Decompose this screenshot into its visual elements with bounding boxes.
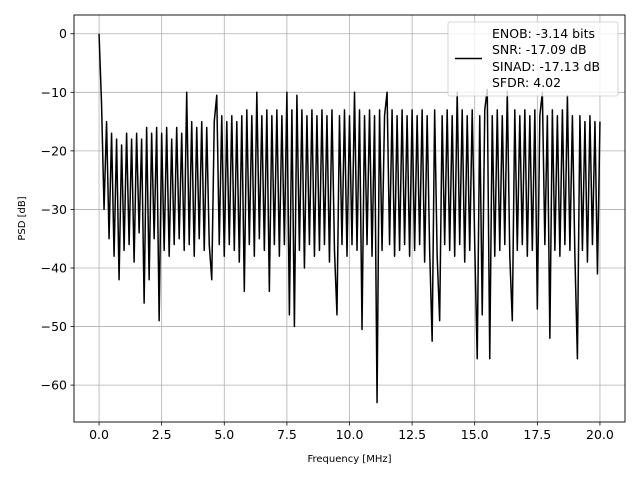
y-tick-label: −10 [41, 85, 67, 100]
x-tick-label: 0.0 [89, 427, 109, 442]
y-tick-label: 0 [59, 26, 67, 41]
x-tick-label: 2.5 [152, 427, 172, 442]
x-tick-label: 10.0 [336, 427, 364, 442]
x-tick-label: 20.0 [586, 427, 614, 442]
legend: ENOB: -3.14 bits SNR: -17.09 dB SINAD: -… [447, 21, 619, 97]
psd-series-line [98, 33, 601, 404]
legend-snr: SNR: -17.09 dB [492, 42, 587, 57]
y-tick-label: −40 [41, 260, 67, 275]
y-tick-label: −50 [41, 319, 67, 334]
plot-area [98, 33, 601, 404]
x-axis-label: Frequency [MHz] [307, 454, 391, 465]
x-tick-label: 17.5 [523, 427, 551, 442]
y-axis-label: PSD [dB] [17, 196, 28, 240]
legend-sfdr: SFDR: 4.02 [492, 75, 561, 90]
x-tick-label: 12.5 [398, 427, 426, 442]
y-tick-label: −60 [41, 378, 67, 393]
legend-box [447, 21, 619, 97]
x-tick-label: 5.0 [214, 427, 234, 442]
legend-enob: ENOB: -3.14 bits [492, 26, 595, 41]
ticks: 0.0 2.5 5.0 7.5 10.0 12.5 15.0 17.5 20.0 0 −10 −20 −… [41, 26, 614, 442]
y-tick-label: −30 [41, 202, 67, 217]
y-tick-label: −20 [41, 143, 67, 158]
x-tick-label: 7.5 [277, 427, 297, 442]
x-tick-label: 15.0 [461, 427, 489, 442]
legend-sinad: SINAD: -17.13 dB [492, 59, 600, 74]
